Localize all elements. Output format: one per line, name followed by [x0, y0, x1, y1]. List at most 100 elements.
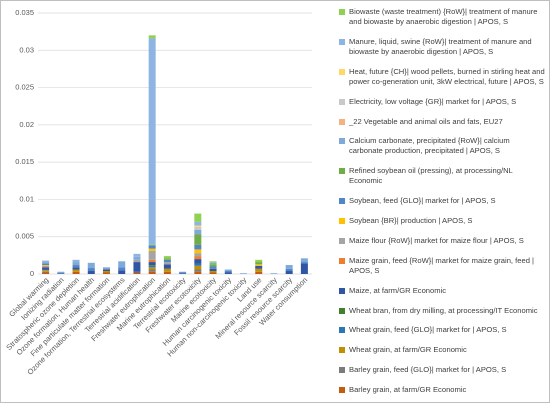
bar-segment — [194, 263, 202, 266]
bar-segment — [255, 264, 263, 266]
bar-segment — [194, 256, 202, 260]
bar-segment — [285, 265, 293, 269]
legend-entry: _22 Vegetable and animal oils and fats, … — [339, 117, 545, 127]
bar-segment — [148, 38, 156, 245]
bar-segment — [148, 35, 156, 39]
y-tick-label: 0.03 — [19, 45, 34, 54]
bar-segment — [133, 272, 141, 274]
bar-segment — [300, 263, 308, 274]
legend-entry: Barley grain, feed {GLO}| market for | A… — [339, 365, 545, 375]
bar-segment — [194, 227, 202, 231]
bar-segment — [133, 271, 141, 273]
legend-swatch — [339, 367, 345, 374]
bar-segment — [148, 267, 156, 270]
legend-swatch — [339, 68, 345, 75]
bar-segment — [87, 268, 95, 272]
legend-label: Calcium carbonate, precipitated {RoW}| c… — [349, 136, 510, 156]
y-tick-label: 0.025 — [15, 83, 34, 92]
y-tick-label: 0.035 — [15, 8, 34, 17]
legend-entry: Manure, liquid, swine {RoW}| treatment o… — [339, 37, 545, 57]
bar-segment — [194, 234, 202, 245]
bar-segment — [72, 262, 80, 266]
legend-entry: Soybean, feed {GLO}| market for | APOS, … — [339, 196, 545, 206]
bar-segment — [103, 269, 110, 272]
legend-label: Biowaste (waste treatment) {RoW}| treatm… — [349, 7, 538, 26]
bar-segment — [42, 270, 50, 272]
bar-segment — [270, 273, 278, 274]
y-tick-label: 0.01 — [19, 194, 34, 203]
bar-segment — [209, 264, 217, 267]
bar-segment — [57, 273, 65, 274]
bar-segment — [57, 271, 65, 274]
bar-segment — [194, 249, 202, 254]
bar-segment — [133, 262, 141, 272]
bar-segment — [194, 221, 202, 226]
bar-segment — [148, 271, 156, 274]
bar-segment — [42, 260, 50, 263]
bar-segment — [209, 271, 217, 273]
bar-segment — [148, 244, 156, 246]
legend-label: _22 Vegetable and animal oils and fats, … — [349, 116, 503, 126]
bar-segment — [118, 267, 126, 271]
y-tick-label: 0.005 — [15, 232, 34, 241]
bar-segment — [148, 248, 156, 251]
bar-segment — [133, 253, 141, 257]
legend-label: Maize grain, feed {RoW}| market for maiz… — [349, 255, 535, 275]
bar-segment — [194, 265, 202, 270]
y-tick-label: 0.015 — [15, 157, 34, 166]
legend-label: Maize flour {RoW}| market for maize flou… — [349, 235, 524, 245]
bar-segment — [179, 271, 187, 273]
bar-segment — [42, 265, 50, 266]
bar-segment — [255, 271, 263, 274]
bar-segment — [163, 264, 171, 269]
bar-segment — [42, 263, 50, 266]
legend-swatch — [339, 218, 345, 224]
bar-segment — [42, 262, 50, 264]
bar-segment — [209, 268, 217, 272]
legend-swatch — [339, 347, 345, 354]
bar-segment — [42, 272, 50, 274]
bar-segment — [285, 271, 293, 274]
legend-entry: Barley grain, at farm/GR Economic — [339, 385, 545, 395]
bar-segment — [255, 259, 263, 263]
legend-swatch — [339, 237, 345, 244]
legend-entry: Electricity, low voltage {GR}| market fo… — [339, 97, 545, 107]
bar-segment — [42, 266, 50, 268]
bar-segment — [118, 261, 126, 268]
legend-label: Manure, liquid, swine {RoW}| treatment o… — [349, 36, 532, 56]
legend-label: Wheat bran, from dry milling, at process… — [349, 305, 538, 315]
legend-swatch — [339, 287, 345, 294]
legend-swatch — [339, 387, 345, 393]
bar-segment — [103, 272, 110, 274]
bar-segment — [163, 262, 171, 265]
legend-entry: Maize grain, feed {RoW}| market for maiz… — [339, 256, 545, 276]
bar-segment — [194, 259, 202, 264]
bar-segment — [255, 262, 263, 265]
bar-segment — [87, 271, 95, 274]
legend-label: Barley grain, feed {GLO}| market for | A… — [349, 365, 507, 375]
legend-entry: Maize, at farm/GR Economic — [339, 286, 545, 296]
bar-segment — [42, 267, 50, 270]
legend-swatch — [339, 307, 345, 314]
bar-segment — [163, 259, 171, 263]
bar-segment — [224, 272, 232, 274]
legend-swatch — [339, 168, 345, 175]
bar-segment — [194, 230, 202, 235]
legend-label: Barley grain, at farm/GR Economic — [349, 385, 467, 394]
bar-segment — [209, 272, 217, 274]
legend-entry: Wheat bran, from dry milling, at process… — [339, 306, 545, 316]
bar-segment — [255, 265, 263, 269]
bar-segment — [133, 256, 141, 260]
legend-entry: Wheat grain, at farm/GR Economic — [339, 345, 545, 355]
bar-segment — [163, 256, 171, 259]
bar-segment — [300, 262, 308, 264]
bar-segment — [148, 265, 156, 266]
bar-segment — [42, 271, 50, 273]
legend-label: Soybean, feed {GLO}| market for | APOS, … — [349, 196, 496, 206]
legend-entry: Refined soybean oil (pressing), at proce… — [339, 166, 545, 186]
bar-segment — [148, 245, 156, 249]
bar-segment — [148, 250, 156, 260]
bar-segment — [194, 213, 202, 222]
bar-segment — [42, 269, 50, 271]
